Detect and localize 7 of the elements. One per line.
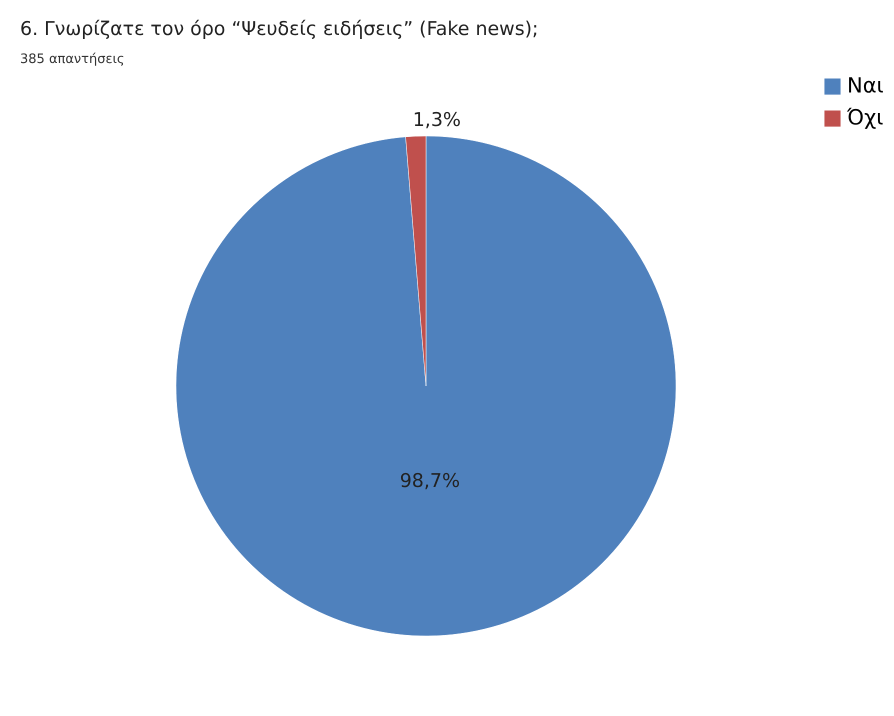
chart-title: 6. Γνωρίζατε τον όρο “Ψευδείς ειδήσεις” (Fake news); — [20, 18, 538, 40]
pie-slice — [176, 136, 676, 636]
legend-label: Όχι — [846, 106, 884, 130]
legend-label: Ναι — [847, 74, 884, 98]
data-label: 1,3% — [412, 109, 461, 132]
chart-subtitle: 385 απαντήσεις — [20, 52, 125, 67]
data-label: 98,7% — [400, 470, 460, 492]
